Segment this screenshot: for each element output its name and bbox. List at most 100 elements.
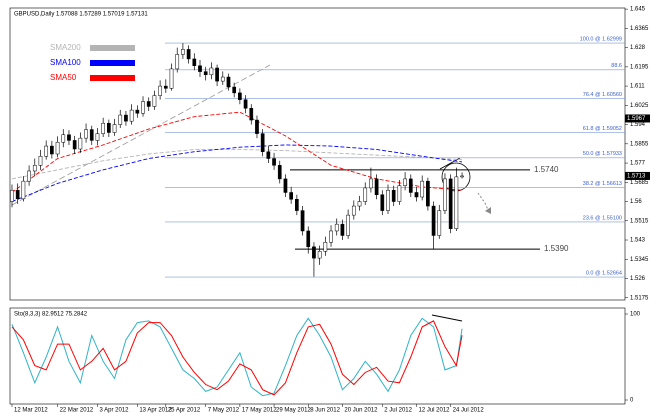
x-tick-label: 20 Jun 2012 <box>344 408 378 414</box>
trendline <box>11 64 271 206</box>
candle-body <box>289 192 294 200</box>
y-tick-label: 1.543 <box>630 238 646 244</box>
y-tick-label: 1.5855 <box>630 141 649 147</box>
candle-body <box>323 242 328 252</box>
candle-body <box>198 65 202 72</box>
price-marker <box>625 171 650 180</box>
candle-body <box>334 223 339 232</box>
candle-body <box>89 129 94 141</box>
legend-label: SMA100 <box>50 58 81 67</box>
candle-body <box>95 133 100 141</box>
y-tick-label: 1.594 <box>630 122 646 128</box>
legend-label: SMA50 <box>50 73 77 82</box>
candle-body <box>27 170 31 182</box>
candle-body <box>50 145 54 155</box>
level-label: 1.5740 <box>534 165 559 174</box>
legend-swatch <box>90 75 135 81</box>
y-tick-label: 1.5345 <box>630 257 649 263</box>
oscillator-panel <box>9 307 626 405</box>
candle-body <box>32 165 37 172</box>
candle-body <box>386 189 390 211</box>
candle-body <box>255 119 259 134</box>
legend-swatch <box>90 60 135 66</box>
candle-body <box>169 68 174 89</box>
y-tick-label: 1.5515 <box>630 218 649 224</box>
y-tick-label: 1.6195 <box>630 64 649 70</box>
candle-body <box>460 175 464 178</box>
line-series <box>11 149 463 180</box>
trendline <box>439 157 461 170</box>
candle-body <box>238 92 242 100</box>
candle-body <box>10 189 14 202</box>
y-tick-label: 1.526 <box>630 276 646 282</box>
candle-body <box>175 54 180 70</box>
candle-body <box>249 108 254 121</box>
candle-body <box>203 71 208 76</box>
candle-body <box>215 67 219 82</box>
y-tick-label: 1.5175 <box>630 295 649 301</box>
y-tick-label: 1.628 <box>630 45 646 51</box>
candle-body <box>158 85 162 96</box>
candle-body <box>220 76 225 82</box>
price-panel <box>9 7 626 301</box>
candle-body <box>84 129 88 139</box>
candle-body <box>340 223 345 236</box>
line-series <box>11 111 463 193</box>
fib-label: 38.2 @ 1.56613 <box>583 181 622 187</box>
oscillator-title: Sto(8,3,3) 82.9512 75.2842 <box>14 312 88 318</box>
candle-body <box>78 137 83 150</box>
fib-label: 61.8 @ 1.59052 <box>583 126 622 132</box>
candle-body <box>38 156 43 166</box>
candle-body <box>374 178 379 195</box>
candle-body <box>141 101 145 114</box>
candle-body <box>306 230 311 248</box>
legend-label: SMA200 <box>50 43 81 52</box>
candle-body <box>363 187 368 202</box>
candle-body <box>101 122 105 134</box>
fib-label: 0.0 @ 1.52664 <box>586 271 622 277</box>
y-tick-label: 1.56 <box>630 199 642 205</box>
candle-body <box>277 165 282 180</box>
candle-body <box>106 122 111 133</box>
candle-body <box>226 76 231 88</box>
candle-body <box>317 251 322 259</box>
candle-body <box>346 214 350 236</box>
candle-body <box>129 109 134 122</box>
candle-body <box>437 210 442 236</box>
y-tick-label: 100 <box>630 312 641 318</box>
candle-body <box>135 109 140 114</box>
candle-body <box>232 86 237 94</box>
candle-body <box>118 114 123 125</box>
candle-body <box>15 189 20 200</box>
candle-body <box>414 192 419 198</box>
price-marker-label: 1.5967 <box>627 116 646 122</box>
fib-label: 76.4 @ 1.60560 <box>583 92 622 98</box>
x-tick-label: 12 Jul 2012 <box>418 408 450 414</box>
line-series <box>11 317 463 397</box>
x-tick-label: 29 May 2012 <box>276 408 311 414</box>
candle-body <box>55 141 60 155</box>
candle-body <box>294 199 299 211</box>
candle-body <box>67 134 71 141</box>
x-tick-label: 3 Apr 2012 <box>99 408 129 414</box>
candle-body <box>209 67 214 76</box>
candle-body <box>403 178 407 186</box>
candle-body <box>454 176 459 229</box>
candle-body <box>431 205 436 236</box>
candle-body <box>408 178 413 193</box>
x-tick-label: 25 Apr 2012 <box>168 408 201 414</box>
candle-body <box>181 49 185 55</box>
candle-body <box>283 178 288 193</box>
chart-title: GBPUSD,Daily 1.57088 1.57289 1.57019 1.5… <box>14 12 148 18</box>
x-tick-label: 24 Jul 2012 <box>453 408 485 414</box>
price-marker-label: 1.5713 <box>627 174 646 180</box>
x-tick-label: 17 May 2012 <box>242 408 277 414</box>
y-tick-label: 1.6365 <box>630 26 649 32</box>
y-tick-label: 1.645 <box>630 7 646 13</box>
candle-body <box>152 95 157 107</box>
candle-body <box>426 180 430 207</box>
candle-body <box>357 201 362 207</box>
x-tick-label: 22 Mar 2012 <box>60 408 94 414</box>
candle-body <box>146 101 151 107</box>
candle-body <box>369 178 373 189</box>
